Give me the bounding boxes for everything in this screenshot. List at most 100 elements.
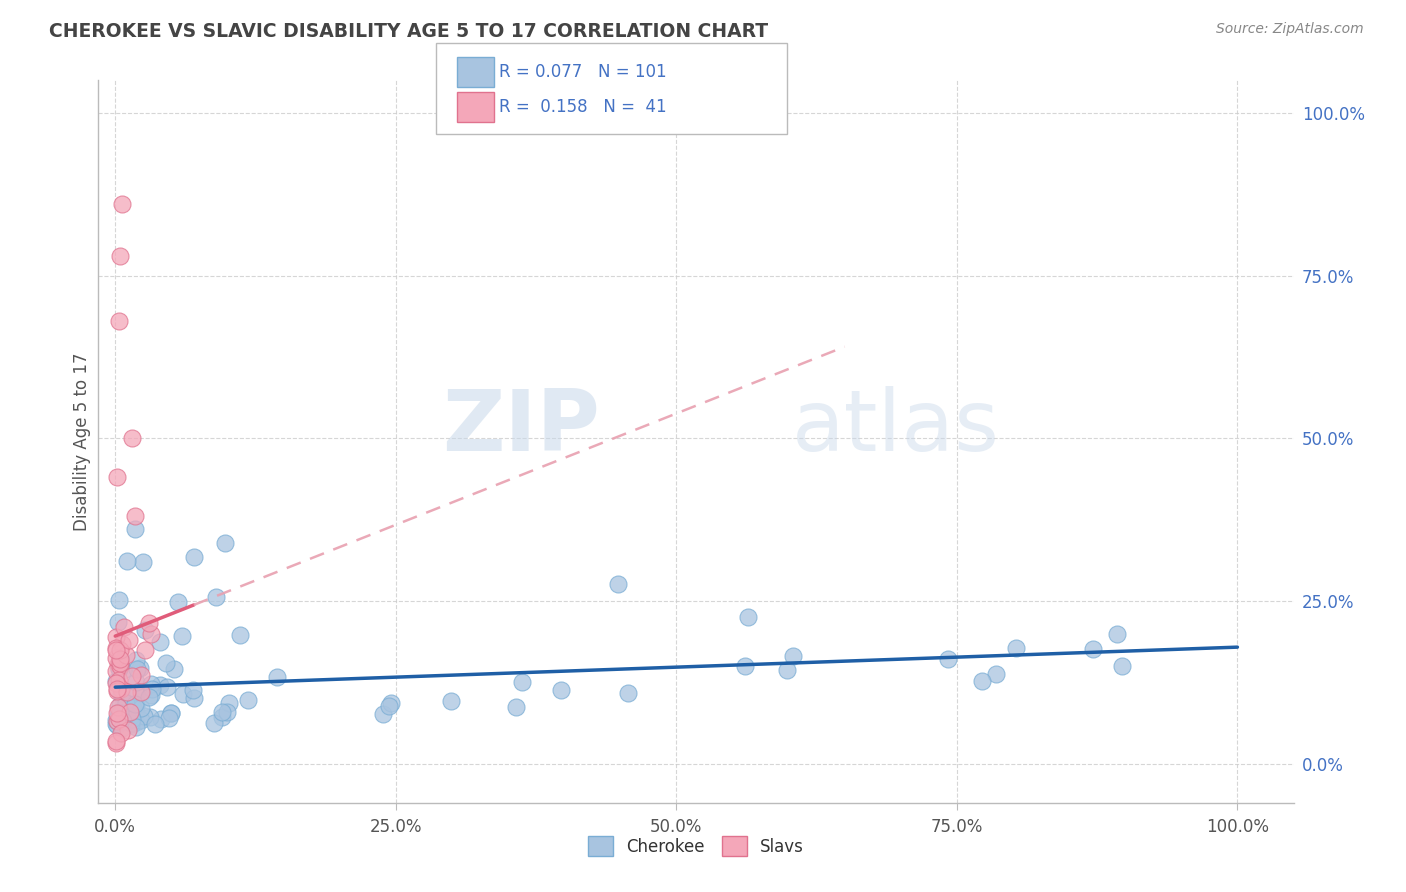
Point (125, 653, 148, 667)
Point (129, 714, 152, 728)
Point (550, 683, 572, 698)
Point (124, 697, 146, 711)
Point (121, 712, 143, 726)
Text: ZIP: ZIP (443, 385, 600, 468)
Point (163, 662, 186, 676)
Point (107, 470, 129, 484)
Point (125, 720, 148, 734)
Text: CHEROKEE VS SLAVIC DISABILITY AGE 5 TO 17 CORRELATION CHART: CHEROKEE VS SLAVIC DISABILITY AGE 5 TO 1… (49, 22, 768, 41)
Point (111, 714, 134, 728)
Point (117, 713, 139, 727)
Point (111, 722, 134, 736)
Point (108, 643, 131, 657)
Point (115, 648, 138, 663)
Point (105, 674, 128, 689)
Point (159, 706, 181, 720)
Point (510, 675, 533, 690)
Text: R =  0.158   N =  41: R = 0.158 N = 41 (499, 98, 666, 116)
Point (108, 652, 131, 666)
Point (104, 736, 127, 750)
Text: Source: ZipAtlas.com: Source: ZipAtlas.com (1216, 22, 1364, 37)
Point (110, 687, 132, 701)
Point (138, 690, 160, 704)
Point (112, 620, 135, 634)
Text: atlas: atlas (792, 385, 1000, 468)
Point (505, 700, 527, 714)
Point (108, 663, 131, 677)
Point (108, 712, 131, 726)
Point (110, 726, 132, 740)
Point (105, 714, 128, 729)
Y-axis label: Disability Age 5 to 17: Disability Age 5 to 17 (73, 352, 91, 531)
Point (104, 676, 127, 690)
Point (120, 708, 142, 723)
Point (120, 705, 142, 719)
Point (132, 555, 155, 569)
Point (141, 681, 163, 696)
Point (107, 593, 129, 607)
Point (131, 684, 153, 698)
Point (124, 675, 146, 690)
Point (170, 629, 193, 643)
Point (149, 678, 172, 692)
Point (172, 687, 194, 701)
Point (440, 694, 463, 708)
Point (125, 699, 148, 714)
Point (124, 509, 146, 524)
Point (149, 635, 172, 649)
Point (737, 610, 759, 624)
Point (108, 658, 131, 673)
Point (107, 699, 129, 714)
Point (104, 734, 127, 748)
Point (105, 683, 128, 698)
Point (118, 632, 141, 647)
Point (117, 723, 139, 737)
Point (118, 713, 141, 727)
Point (129, 668, 152, 682)
Point (105, 631, 128, 645)
Point (111, 197, 134, 211)
Point (112, 701, 135, 715)
Point (1105, 627, 1128, 641)
Point (110, 698, 132, 712)
Point (238, 693, 260, 707)
Point (121, 697, 143, 711)
Point (108, 249, 131, 263)
Point (114, 696, 136, 710)
Point (229, 628, 252, 642)
Point (121, 669, 143, 683)
Point (205, 591, 228, 605)
Point (115, 685, 138, 699)
Point (139, 677, 162, 691)
Point (105, 640, 128, 655)
Point (132, 684, 155, 698)
Point (104, 651, 127, 665)
Point (107, 615, 129, 629)
Point (1111, 659, 1133, 673)
Point (617, 686, 640, 700)
Point (936, 652, 959, 666)
Point (607, 576, 630, 591)
Point (183, 549, 205, 564)
Point (108, 661, 131, 675)
Point (124, 523, 146, 537)
Point (1081, 642, 1104, 657)
Point (129, 701, 152, 715)
Point (121, 431, 143, 445)
Point (132, 708, 155, 723)
Point (125, 715, 148, 730)
Point (134, 623, 156, 637)
Point (105, 706, 128, 720)
Point (122, 701, 145, 715)
Legend: Cherokee, Slavs: Cherokee, Slavs (582, 830, 810, 863)
Point (183, 690, 205, 705)
Point (117, 704, 139, 718)
Point (127, 662, 149, 676)
Point (107, 314, 129, 328)
Point (970, 673, 993, 688)
Point (110, 656, 132, 670)
Point (377, 698, 399, 713)
Point (202, 715, 225, 730)
Point (143, 717, 166, 731)
Point (108, 707, 131, 722)
